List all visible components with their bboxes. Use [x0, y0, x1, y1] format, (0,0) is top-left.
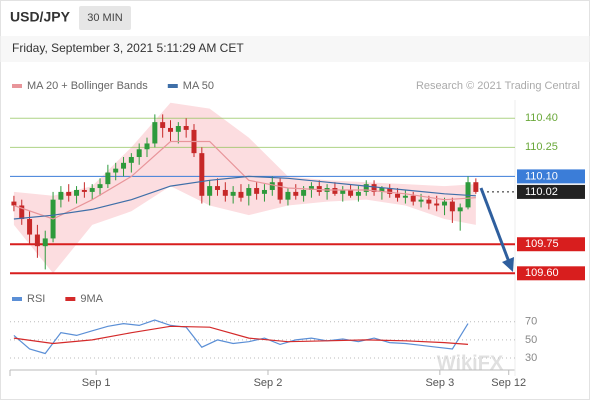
watermark: WikiFX — [437, 352, 504, 374]
candle-body — [261, 189, 267, 194]
candle-body — [363, 184, 369, 192]
interval-button[interactable] — [79, 6, 131, 30]
x-tick-label: Sep 2 — [254, 377, 283, 389]
candle-body — [105, 172, 111, 185]
level-label: 109.60 — [525, 267, 559, 279]
candle-body — [301, 189, 307, 196]
candle-body — [42, 238, 48, 247]
candle-body — [121, 162, 127, 169]
candle-body — [152, 122, 158, 144]
candle-body — [254, 188, 260, 194]
candle-body — [473, 182, 479, 192]
candle-body — [168, 127, 174, 132]
candle-body — [340, 189, 346, 194]
candle-body — [222, 189, 228, 196]
bollinger-band — [13, 102, 476, 274]
candle-body — [19, 205, 25, 220]
candle-body — [449, 201, 455, 212]
candle-body — [160, 122, 166, 128]
forecast-arrow — [479, 187, 511, 263]
candle-body — [81, 189, 87, 192]
candle-body — [97, 184, 103, 189]
candle-body — [395, 193, 401, 198]
level-label: 110.40 — [525, 112, 558, 124]
level-label: 110.10 — [525, 170, 558, 182]
candle-body — [113, 168, 119, 173]
candle-body — [457, 207, 463, 212]
source: Research © 2021 Trading Central — [416, 80, 580, 92]
candle-body — [144, 143, 150, 150]
x-tick-label: Sep 3 — [425, 377, 454, 389]
subtitle: Friday, September 3, 2021 5:11:29 AM CET — [12, 41, 244, 55]
candle-body — [348, 189, 354, 196]
y-tick-label: 30 — [525, 352, 537, 364]
level-tag — [517, 237, 585, 252]
candle-body — [387, 188, 393, 194]
moving-average — [13, 140, 476, 220]
y-tick-label: 50 — [525, 334, 537, 346]
candle-body — [11, 201, 17, 206]
candle-body — [175, 126, 181, 132]
legend-label: MA 50 — [183, 80, 214, 92]
indicator-line — [13, 325, 469, 345]
candle-body — [355, 191, 361, 196]
candle-body — [442, 201, 448, 206]
candle-body — [371, 184, 377, 192]
interval-label[interactable]: 30 MIN — [87, 12, 123, 24]
level-label: 110.25 — [525, 141, 558, 153]
candle-body — [66, 191, 72, 196]
candle-body — [183, 126, 189, 130]
legend-label: RSI — [27, 293, 45, 305]
candle-body — [207, 186, 213, 196]
candle-body — [308, 186, 314, 190]
candle-body — [277, 182, 283, 200]
candle-body — [246, 188, 252, 196]
candle-body — [269, 182, 275, 190]
legend-label: MA 20 + Bollinger Bands — [27, 80, 148, 92]
candle-body — [34, 234, 40, 247]
candle-body — [74, 189, 80, 196]
date-bar — [0, 36, 590, 62]
y-tick-label: 70 — [525, 316, 537, 328]
level-tag — [517, 184, 585, 199]
candle-body — [27, 219, 33, 235]
level-tag — [517, 266, 585, 281]
arrow-head — [502, 257, 514, 272]
indicator-line — [13, 319, 469, 355]
level-label: 109.75 — [525, 238, 559, 250]
candle-body — [434, 203, 440, 206]
candle-body — [332, 188, 338, 194]
candle-body — [379, 188, 385, 192]
moving-average — [13, 175, 476, 220]
chart-title: USD/JPY — [10, 9, 71, 25]
candle-body — [230, 191, 236, 196]
candle-body — [402, 195, 408, 198]
legend-label: 9MA — [80, 293, 103, 305]
candle-body — [293, 191, 299, 196]
candle-body — [128, 157, 134, 163]
candle-body — [214, 186, 220, 190]
candle-body — [238, 191, 244, 198]
x-tick-label: Sep 1 — [82, 377, 111, 389]
level-tag — [517, 169, 585, 184]
candle-body — [199, 153, 205, 196]
candle-body — [418, 199, 424, 202]
x-tick-label: Sep 12 — [491, 377, 526, 389]
candle-body — [285, 191, 291, 200]
level-label: 110.02 — [525, 186, 558, 198]
candle-body — [426, 199, 432, 204]
candle-body — [89, 188, 95, 192]
candle-body — [136, 149, 142, 158]
candle-body — [58, 191, 64, 200]
candle-body — [410, 195, 416, 202]
